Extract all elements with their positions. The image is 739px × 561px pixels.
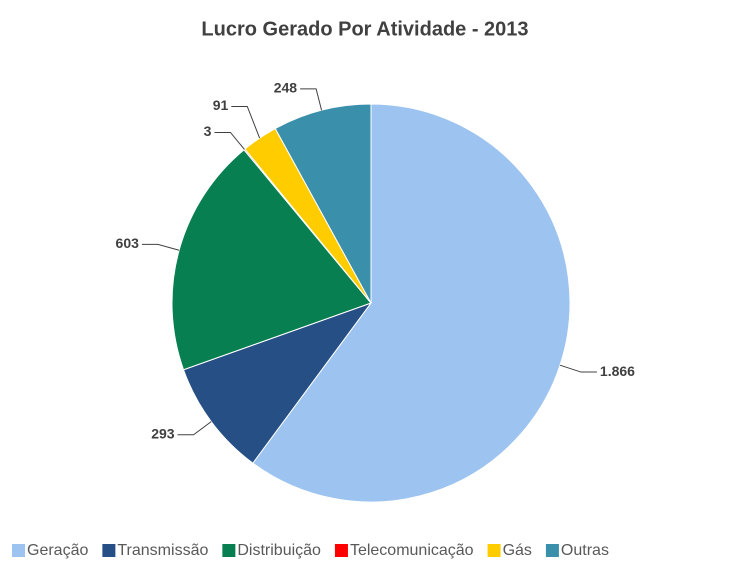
- pie-slice: [274, 103, 372, 304]
- legend-label: Geração: [27, 542, 88, 559]
- legend-swatch: [334, 544, 348, 557]
- leader-line: [559, 364, 597, 373]
- legend-label: Outras: [561, 542, 609, 559]
- leader-line: [214, 131, 245, 150]
- data-label: 603: [116, 235, 140, 251]
- chart-title: Lucro Gerado Por Atividade - 2013: [201, 18, 528, 40]
- leader-line: [231, 105, 261, 139]
- legend-swatch: [222, 544, 236, 557]
- data-label: 248: [274, 80, 298, 96]
- data-label: 91: [213, 97, 229, 113]
- legend-swatch: [12, 544, 25, 557]
- pie-slice: [182, 301, 373, 464]
- data-label: 1.866: [600, 363, 635, 379]
- pie-slice: [252, 103, 571, 503]
- data-label: 293: [151, 425, 175, 441]
- legend-label: Gás: [503, 542, 532, 559]
- legend-label: Distribuição: [237, 542, 321, 559]
- legend-swatch: [102, 544, 116, 557]
- leader-line: [300, 88, 323, 111]
- legend-swatch: [545, 544, 559, 557]
- legend-label: Telecomunicação: [350, 542, 474, 559]
- pie-slice: [171, 149, 372, 371]
- legend-label: Transmissão: [117, 542, 208, 559]
- legend-swatch: [487, 544, 501, 557]
- leader-line: [177, 421, 212, 436]
- data-label: 3: [204, 123, 212, 139]
- leader-line: [141, 243, 180, 251]
